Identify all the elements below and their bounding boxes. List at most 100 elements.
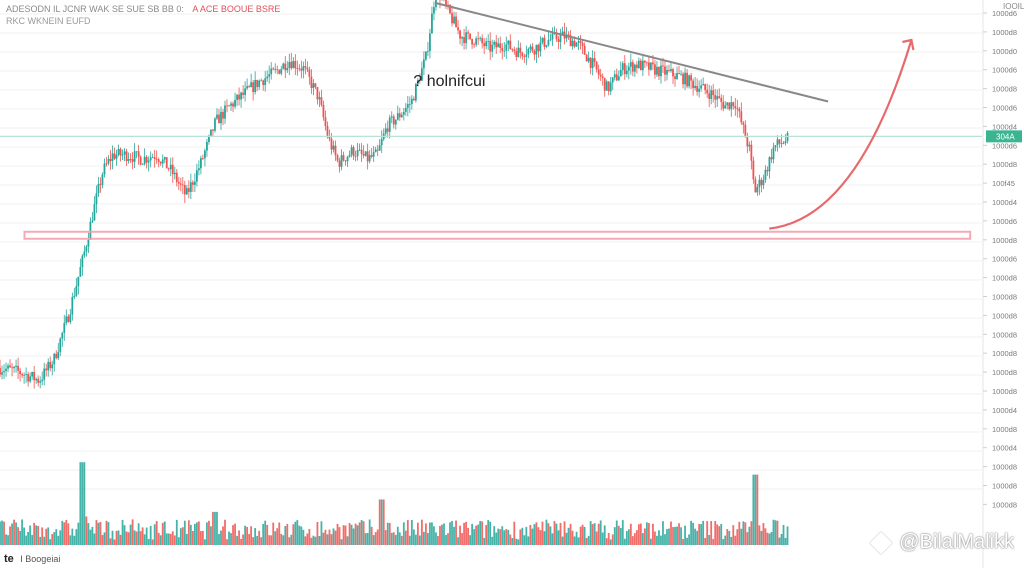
volume-bar	[380, 499, 383, 545]
volume-bar	[111, 530, 114, 545]
candle-body	[390, 116, 393, 118]
candle-body	[752, 160, 755, 180]
candle-body	[147, 160, 150, 163]
candle-body	[264, 78, 267, 86]
candle-body	[527, 49, 530, 55]
volume-bar	[264, 520, 267, 545]
candle-body	[97, 183, 100, 194]
candle-body	[131, 159, 134, 162]
candle-body	[195, 170, 198, 182]
price-axis[interactable]: IOOIL1000d61000d81000d01000d61000d81000d…	[982, 0, 1024, 568]
candle-body	[372, 152, 375, 157]
volume-bar	[93, 533, 96, 545]
volume-bar	[443, 523, 445, 545]
candle-body	[115, 154, 118, 159]
candle-body	[672, 69, 674, 77]
candle-body	[782, 142, 785, 144]
candle-body	[159, 161, 162, 164]
candle-body	[83, 251, 86, 256]
candle-body	[228, 105, 230, 107]
volume-bar	[559, 522, 562, 545]
volume-bar	[662, 521, 664, 545]
volume-bar	[55, 529, 58, 545]
volume-bar	[501, 526, 504, 545]
volume-bar	[91, 526, 94, 545]
volume-bar	[471, 523, 474, 545]
volume-bar	[358, 522, 361, 545]
volume-bar	[692, 522, 695, 545]
volume-bar	[396, 526, 399, 545]
candle-body	[615, 74, 618, 81]
candle-body	[384, 128, 387, 134]
volume-bar	[412, 529, 415, 545]
price-tick-label: 1000d0	[992, 47, 1017, 56]
candle-body	[101, 174, 104, 185]
candle-body	[312, 83, 315, 88]
volume-bar	[274, 531, 277, 545]
volume-bar	[654, 531, 656, 545]
volume-bar	[177, 537, 180, 545]
price-tick-label: 1000d6	[992, 255, 1017, 264]
indicator-info[interactable]: A ACE BOOUE BSRE	[192, 4, 281, 14]
candle-body	[258, 80, 261, 88]
candle-body	[509, 40, 512, 50]
candle-body	[31, 371, 34, 377]
volume-bar	[117, 530, 120, 545]
volume-bar	[61, 520, 64, 545]
price-tick-label: 1000d8	[992, 293, 1017, 302]
price-tick-label: 1000d8	[992, 311, 1017, 320]
candle-body	[561, 31, 564, 35]
candle-body	[310, 76, 313, 88]
volume-bar	[288, 537, 291, 545]
volume-bar	[87, 523, 90, 545]
candle-body	[336, 155, 339, 161]
volume-bar	[676, 526, 678, 545]
price-tick-label: 1000d8	[992, 387, 1017, 396]
candle-body	[764, 169, 767, 181]
volume-bar	[322, 532, 325, 545]
price-tick-label: 1000d8	[992, 482, 1017, 491]
candle-body	[611, 77, 614, 83]
candle-body	[322, 104, 325, 118]
volume-bar	[445, 534, 447, 545]
candle-body	[3, 371, 5, 373]
candle-body	[294, 60, 297, 69]
volume-bar	[573, 536, 576, 545]
candle-body	[226, 105, 228, 107]
volume-bars	[0, 462, 789, 545]
volume-bar	[569, 523, 572, 545]
volume-bar	[143, 534, 146, 545]
candle-body	[742, 122, 745, 125]
candle-body	[525, 54, 528, 57]
volume-bar	[157, 532, 160, 545]
volume-bar	[43, 536, 46, 545]
candle-body	[732, 102, 735, 107]
candle-body	[67, 316, 70, 323]
candle-body	[619, 69, 622, 77]
candle-body	[479, 37, 482, 39]
price-tick-label: 1000d4	[992, 198, 1017, 207]
volume-bar	[246, 526, 249, 545]
volume-bar	[270, 535, 273, 545]
candle-body	[724, 105, 727, 109]
volume-bar	[121, 519, 124, 545]
candle-body	[25, 374, 28, 375]
candle-body	[185, 188, 188, 195]
volume-bar	[629, 523, 632, 545]
volume-bar	[296, 520, 299, 545]
volume-bar	[467, 527, 469, 545]
candle-body	[591, 58, 594, 68]
volume-bar	[3, 521, 5, 545]
candle-body	[234, 99, 236, 107]
volume-bar	[252, 537, 255, 545]
volume-bar	[485, 525, 488, 545]
candle-body	[248, 86, 251, 87]
volume-bar	[605, 538, 608, 545]
volume-bar	[210, 526, 212, 545]
candle-body	[674, 76, 676, 79]
candle-body	[51, 364, 54, 369]
candle-body	[169, 164, 172, 170]
candle-body	[652, 62, 654, 65]
candle-body	[282, 63, 285, 69]
